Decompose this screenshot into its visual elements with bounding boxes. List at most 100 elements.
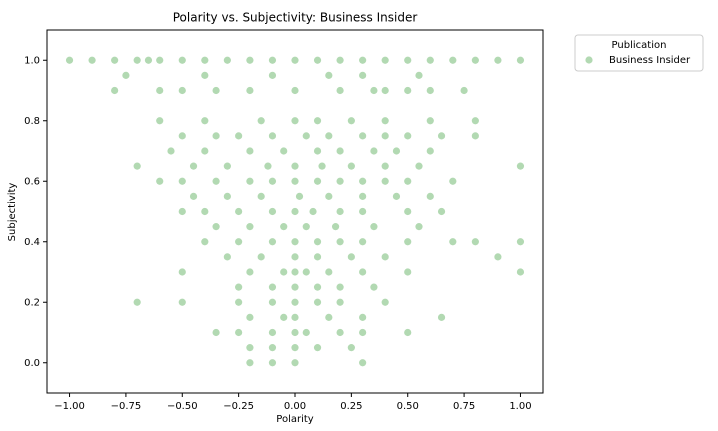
x-tick-label: 0.00 [284,401,306,412]
point [212,328,220,337]
point [404,207,412,216]
point [449,177,457,185]
point [268,132,277,140]
point [404,238,412,246]
point [381,56,389,64]
point [347,117,355,125]
point [336,56,344,64]
point [246,177,254,185]
point [178,298,186,306]
point [122,71,130,79]
point [415,223,423,231]
point [212,177,220,185]
point [313,253,322,261]
point [223,56,231,64]
point [313,298,322,306]
point [246,86,254,95]
point [325,71,333,79]
point [268,56,277,64]
point [291,86,299,95]
point [516,268,525,276]
point [291,162,299,170]
point [336,207,344,216]
point [212,223,220,231]
x-tick-label: −0.50 [167,401,198,412]
point [460,86,468,95]
point [426,86,434,95]
point [246,147,254,155]
point [257,192,265,200]
point [426,56,434,64]
point [246,344,254,352]
x-tick-label: −0.75 [111,401,142,412]
point [156,56,164,64]
point [268,207,277,216]
point [494,56,502,64]
point [257,253,265,261]
point [381,298,389,306]
point [381,117,389,125]
point [302,328,310,337]
point [111,56,119,64]
point [156,117,164,125]
point [246,313,254,321]
point [291,283,299,291]
point [291,207,299,216]
point [178,56,186,64]
point [257,117,265,125]
point [370,223,378,231]
point [516,162,525,170]
point [381,177,389,185]
point [336,328,344,337]
x-tick-label: 1.00 [509,401,531,412]
point [280,268,288,276]
point [313,283,322,291]
point [313,177,322,185]
x-tick-label: −1.00 [54,401,85,412]
point [201,207,209,216]
point [347,253,355,261]
point [65,56,74,64]
point [189,162,198,170]
x-tick-label: 0.75 [453,401,475,412]
point [291,117,299,125]
point [336,238,344,246]
point [291,344,299,352]
point [201,117,209,125]
point [223,253,231,261]
point [437,313,446,321]
point [144,56,153,64]
point [359,268,367,276]
point [381,86,389,95]
point [268,344,277,352]
point [404,268,412,276]
point [268,283,277,291]
point [336,177,344,185]
point [291,328,299,337]
point [359,328,367,337]
point [437,132,446,140]
point [201,238,209,246]
point [359,177,367,185]
point [404,86,412,95]
point [235,132,243,140]
point [178,268,186,276]
point [280,313,288,321]
point [156,86,164,95]
point [133,162,141,170]
point [516,56,525,64]
point [313,238,322,246]
point [404,328,412,337]
point [291,268,299,276]
point [331,223,340,231]
point [223,162,231,170]
legend-box [574,34,704,72]
point [133,56,141,64]
point [347,162,355,170]
point [309,207,317,216]
point [246,223,254,231]
point [415,162,423,170]
point [415,71,423,79]
x-tick-label: 0.50 [397,401,419,412]
